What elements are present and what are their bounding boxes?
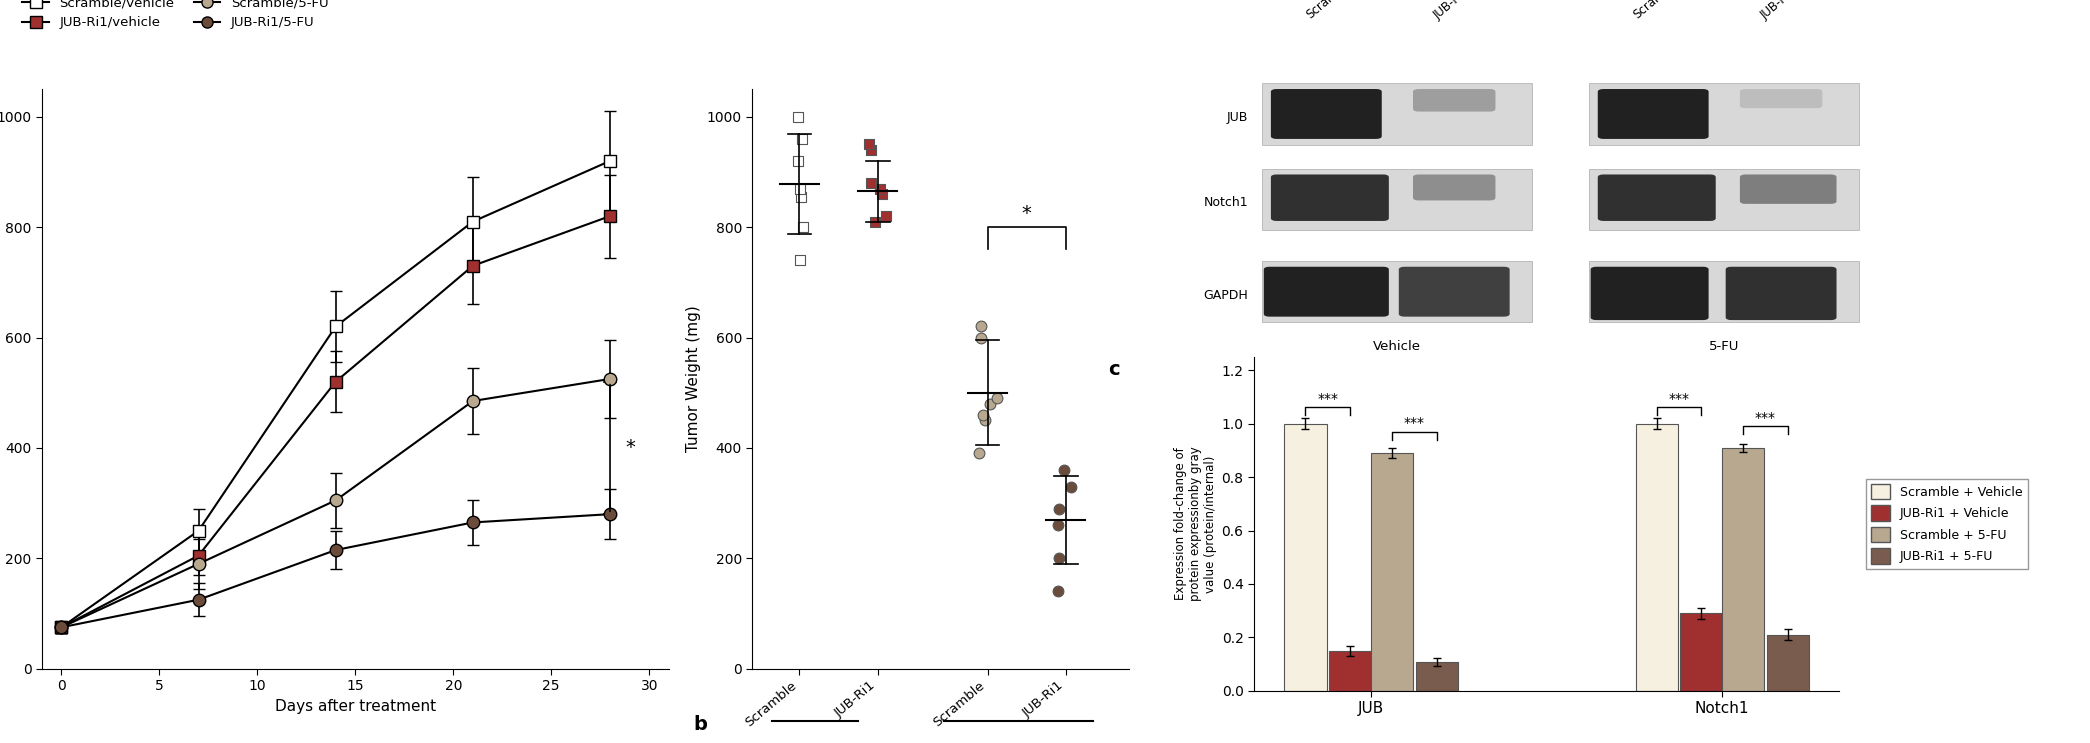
Point bbox=[1053, 481, 1087, 493]
Point bbox=[869, 210, 903, 222]
Text: *: * bbox=[625, 438, 635, 458]
Point bbox=[784, 183, 817, 195]
Point bbox=[865, 188, 899, 200]
FancyBboxPatch shape bbox=[1262, 261, 1532, 322]
Text: Vehicle: Vehicle bbox=[1373, 340, 1421, 353]
Point bbox=[1041, 585, 1074, 597]
Text: ***: *** bbox=[1404, 416, 1425, 430]
Legend: Scramble + Vehicle, JUB-Ri1 + Vehicle, Scramble + 5-FU, JUB-Ri1 + 5-FU: Scramble + Vehicle, JUB-Ri1 + Vehicle, S… bbox=[1866, 479, 2027, 568]
FancyBboxPatch shape bbox=[1262, 169, 1532, 230]
Point bbox=[863, 183, 897, 195]
FancyBboxPatch shape bbox=[1597, 175, 1716, 221]
Text: GAPDH: GAPDH bbox=[1204, 288, 1248, 302]
Text: ***: *** bbox=[1668, 392, 1689, 406]
Bar bbox=[1636, 424, 1678, 691]
Point bbox=[963, 331, 997, 343]
Point bbox=[966, 320, 999, 332]
Bar bbox=[1415, 661, 1457, 691]
X-axis label: Days after treatment: Days after treatment bbox=[274, 698, 437, 714]
Text: *: * bbox=[1022, 204, 1032, 223]
FancyBboxPatch shape bbox=[1271, 89, 1381, 139]
Legend: Scramble/vehicle, JUB-Ri1/vehicle, Scramble/5-FU, JUB-Ri1/5-FU: Scramble/vehicle, JUB-Ri1/vehicle, Scram… bbox=[17, 0, 334, 35]
Text: c: c bbox=[1108, 360, 1120, 379]
Text: Notch1: Notch1 bbox=[1204, 196, 1248, 210]
Point bbox=[980, 392, 1014, 404]
FancyBboxPatch shape bbox=[1739, 175, 1837, 204]
Text: JUB: JUB bbox=[1227, 111, 1248, 124]
FancyBboxPatch shape bbox=[1271, 175, 1390, 221]
Bar bbox=[1285, 424, 1327, 691]
FancyBboxPatch shape bbox=[1264, 267, 1390, 317]
FancyBboxPatch shape bbox=[1739, 89, 1822, 108]
Point bbox=[855, 144, 888, 156]
Bar bbox=[1680, 614, 1722, 691]
Point bbox=[961, 447, 995, 459]
Text: JUB-Ri1: JUB-Ri1 bbox=[1758, 0, 1799, 22]
Bar bbox=[1722, 447, 1764, 691]
Point bbox=[859, 215, 892, 227]
Point bbox=[974, 398, 1007, 409]
Text: ***: *** bbox=[1317, 392, 1338, 406]
Point bbox=[1047, 464, 1081, 476]
Point bbox=[786, 221, 819, 233]
Text: Scramble: Scramble bbox=[1304, 0, 1354, 22]
Point bbox=[968, 415, 1001, 426]
FancyBboxPatch shape bbox=[1398, 267, 1509, 317]
Point bbox=[855, 177, 888, 189]
Y-axis label: Tumor Weight (mg): Tumor Weight (mg) bbox=[686, 305, 702, 452]
FancyBboxPatch shape bbox=[1597, 89, 1710, 139]
Point bbox=[782, 111, 815, 123]
Point bbox=[782, 155, 815, 167]
Point bbox=[966, 409, 999, 421]
FancyBboxPatch shape bbox=[1262, 83, 1532, 145]
Point bbox=[1043, 552, 1076, 564]
Text: JUB-Ri1: JUB-Ri1 bbox=[1432, 0, 1473, 22]
Point bbox=[1043, 503, 1076, 515]
Text: Scramble: Scramble bbox=[1630, 0, 1682, 22]
Point bbox=[1041, 519, 1074, 531]
Bar bbox=[1329, 651, 1371, 691]
FancyBboxPatch shape bbox=[1588, 83, 1860, 145]
FancyBboxPatch shape bbox=[1413, 89, 1496, 111]
FancyBboxPatch shape bbox=[1590, 267, 1710, 320]
FancyBboxPatch shape bbox=[1413, 175, 1496, 201]
Text: 5-FU: 5-FU bbox=[1710, 340, 1739, 353]
Point bbox=[784, 254, 817, 266]
Bar bbox=[1766, 635, 1808, 691]
FancyBboxPatch shape bbox=[1588, 261, 1860, 322]
Y-axis label: Expression fold-change of
protein expressionby gray
value (protein/internal): Expression fold-change of protein expres… bbox=[1175, 447, 1216, 601]
Point bbox=[784, 191, 817, 203]
Text: b: b bbox=[694, 715, 706, 734]
Bar bbox=[1371, 453, 1413, 691]
Point bbox=[853, 138, 886, 150]
FancyBboxPatch shape bbox=[1588, 169, 1860, 230]
FancyBboxPatch shape bbox=[1726, 267, 1837, 320]
Point bbox=[786, 133, 819, 145]
Text: ***: *** bbox=[1756, 411, 1776, 425]
